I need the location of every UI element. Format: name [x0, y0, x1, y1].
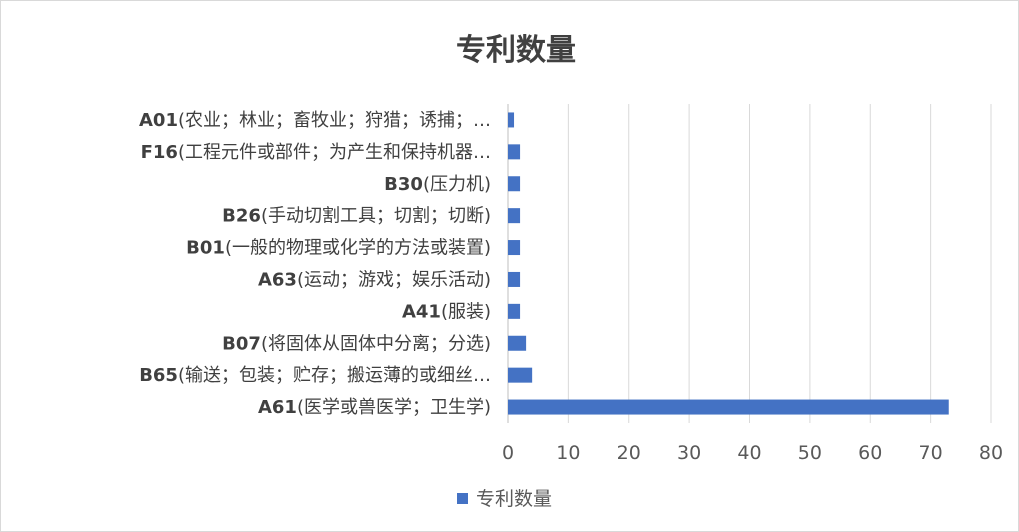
category-label: A63(运动；游戏；娱乐活动) [258, 269, 491, 290]
x-tick-label: 70 [919, 442, 943, 464]
x-tick-label: 50 [798, 442, 822, 464]
category-code: B26 [222, 206, 261, 227]
category-label: B30(压力机) [384, 174, 491, 195]
category-code: B07 [222, 333, 261, 354]
category-code: A63 [258, 269, 297, 290]
bar [508, 368, 532, 383]
bar [508, 336, 526, 351]
x-tick-label: 20 [617, 442, 641, 464]
category-description: (手动切割工具；切割；切断) [261, 206, 491, 227]
category-description: (服装) [441, 301, 491, 322]
chart-title: 专利数量 [456, 33, 576, 68]
category-label: A61(医学或兽医学；卫生学) [258, 397, 491, 418]
x-tick-label: 80 [979, 442, 1003, 464]
legend-swatch [457, 493, 468, 504]
x-tick-labels: 0 10 20 30 40 50 60 70 80 [502, 442, 1003, 464]
x-tick-label: 60 [858, 442, 882, 464]
category-code: F16 [141, 142, 178, 163]
bar [508, 400, 949, 415]
category-description: (运动；游戏；娱乐活动) [297, 269, 491, 290]
bar [508, 112, 514, 127]
x-tick-label: 10 [556, 442, 580, 464]
category-description: (农业；林业；畜牧业；狩猎；诱捕；… [178, 110, 491, 131]
bar [508, 144, 520, 159]
category-description: (医学或兽医学；卫生学) [297, 397, 491, 418]
x-tick-label: 0 [502, 442, 514, 464]
category-description: (工程元件或部件；为产生和保持机器… [178, 142, 491, 163]
category-label: B07(将固体从固体中分离；分选) [222, 333, 491, 354]
category-description: (一般的物理或化学的方法或装置) [225, 238, 491, 259]
category-code: B01 [186, 238, 225, 259]
bar [508, 272, 520, 287]
legend: 专利数量 [457, 488, 552, 510]
gridlines [508, 104, 991, 423]
x-tick-label: 30 [677, 442, 701, 464]
category-label: A41(服装) [402, 301, 491, 322]
category-label: F16(工程元件或部件；为产生和保持机器… [141, 142, 491, 163]
category-labels: A01(农业；林业；畜牧业；狩猎；诱捕；…F16(工程元件或部件；为产生和保持机… [139, 110, 491, 418]
bar [508, 304, 520, 319]
category-code: B65 [139, 365, 178, 386]
bar [508, 176, 520, 191]
category-label: B01(一般的物理或化学的方法或装置) [186, 238, 491, 259]
x-tick-label: 40 [737, 442, 761, 464]
bar [508, 240, 520, 255]
category-code: B30 [384, 174, 423, 195]
category-label: B26(手动切割工具；切割；切断) [222, 206, 491, 227]
bars [508, 112, 949, 414]
category-code: A01 [139, 110, 178, 131]
category-label: B65(输送；包装；贮存；搬运薄的或细丝… [139, 365, 491, 386]
category-code: A41 [402, 301, 441, 322]
category-description: (压力机) [423, 174, 491, 195]
category-label: A01(农业；林业；畜牧业；狩猎；诱捕；… [139, 110, 491, 131]
category-description: (将固体从固体中分离；分选) [261, 333, 491, 354]
bar [508, 208, 520, 223]
category-code: A61 [258, 397, 297, 418]
category-description: (输送；包装；贮存；搬运薄的或细丝… [178, 365, 491, 386]
legend-label: 专利数量 [476, 488, 552, 510]
